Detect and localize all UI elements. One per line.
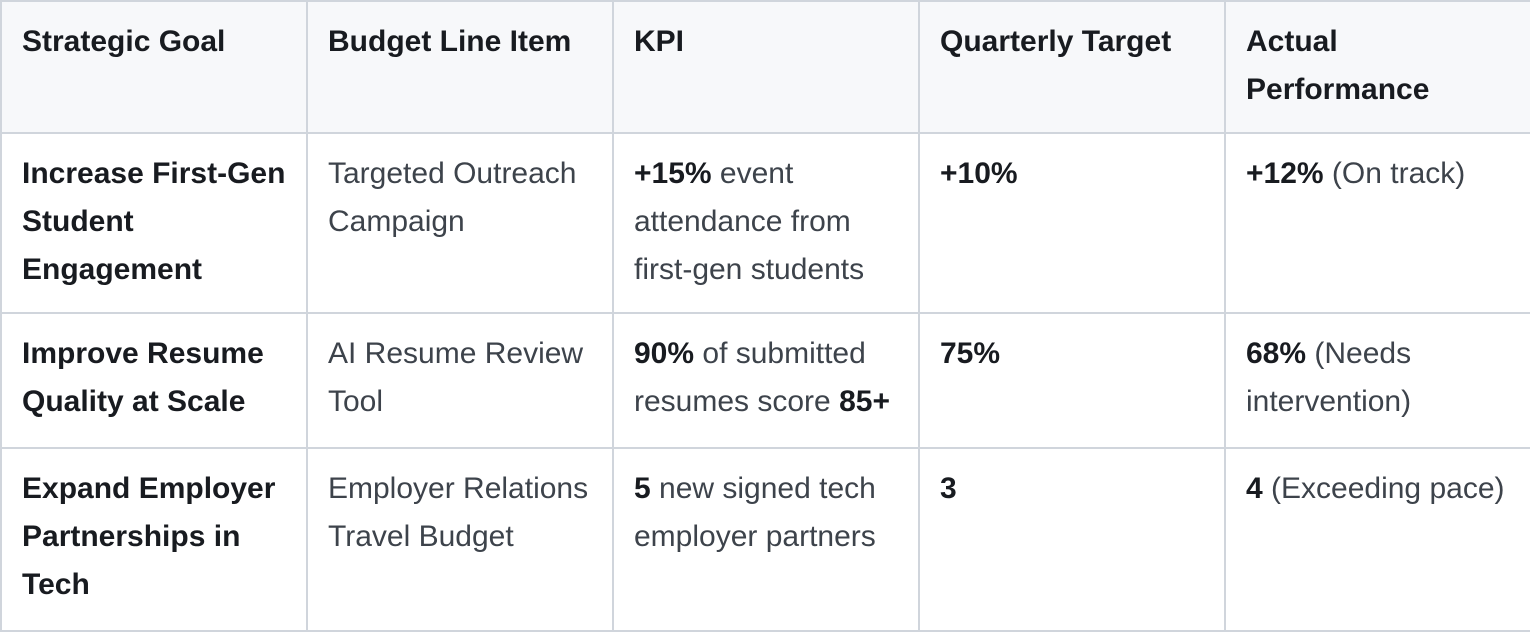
table-row: Improve Resume Quality at Scale AI Resume… (0, 312, 1530, 449)
table-header: Strategic Goal Budget Line Item KPI Quar… (0, 0, 1530, 134)
cell-text-segment: AI Resume Review Tool (328, 337, 584, 418)
cell-text-segment: new signed tech employer partners (634, 472, 876, 553)
column-header-actual-performance: Actual Performance (1224, 0, 1530, 134)
table-row: Increase First-Gen Student Engagement Tar… (0, 132, 1530, 314)
cell-actual-performance: 68% (Needs intervention) (1224, 312, 1530, 449)
cell-text-segment: 5 (634, 472, 651, 505)
cell-text-segment: Improve Resume Quality at Scale (22, 337, 264, 418)
cell-text-segment: 85+ (839, 385, 890, 418)
cell-actual-performance: 4 (Exceeding pace) (1224, 447, 1530, 632)
cell-text-segment: +12% (1246, 157, 1324, 190)
cell-text-segment: 4 (1246, 472, 1263, 505)
cell-text-segment: +15% (634, 157, 712, 190)
cell-text-segment: (Exceeding pace) (1262, 472, 1505, 505)
cell-text-segment: 75% (940, 337, 1001, 370)
cell-text-segment: Expand Employer Partnerships in Tech (22, 472, 276, 601)
column-header-strategic-goal: Strategic Goal (0, 0, 308, 134)
cell-strategic-goal: Increase First-Gen Student Engagement (0, 132, 308, 314)
table-row: Expand Employer Partnerships in Tech Empl… (0, 447, 1530, 632)
cell-budget-line-item: AI Resume Review Tool (306, 312, 614, 449)
cell-text-segment: (Needs intervention) (1246, 337, 1412, 418)
cell-text-segment: (On track) (1323, 157, 1466, 190)
cell-text-segment: +10% (940, 157, 1018, 190)
cell-kpi: 90% of submitted resumes score 85+ (612, 312, 920, 449)
cell-actual-performance: +12% (On track) (1224, 132, 1530, 314)
cell-strategic-goal: Expand Employer Partnerships in Tech (0, 447, 308, 632)
cell-quarterly-target: +10% (918, 132, 1226, 314)
cell-text-segment: Employer Relations Travel Budget (328, 472, 589, 553)
cell-text-segment: 3 (940, 472, 957, 505)
cell-quarterly-target: 3 (918, 447, 1226, 632)
column-header-budget-line-item: Budget Line Item (306, 0, 614, 134)
header-row: Strategic Goal Budget Line Item KPI Quar… (0, 0, 1530, 134)
table-body: Increase First-Gen Student Engagement Tar… (0, 132, 1530, 632)
cell-budget-line-item: Targeted Outreach Campaign (306, 132, 614, 314)
cell-kpi: 5 new signed tech employer partners (612, 447, 920, 632)
cell-strategic-goal: Improve Resume Quality at Scale (0, 312, 308, 449)
column-header-quarterly-target: Quarterly Target (918, 0, 1226, 134)
cell-budget-line-item: Employer Relations Travel Budget (306, 447, 614, 632)
cell-quarterly-target: 75% (918, 312, 1226, 449)
cell-text-segment: Targeted Outreach Campaign (328, 157, 577, 238)
cell-text-segment: Increase First-Gen Student Engagement (22, 157, 286, 286)
cell-text-segment: of submitted resumes score (634, 337, 866, 418)
cell-text-segment: event attendance from first-gen students (634, 157, 865, 286)
cell-text-segment: 68% (1246, 337, 1307, 370)
column-header-kpi: KPI (612, 0, 920, 134)
cell-kpi: +15% event attendance from first-gen stu… (612, 132, 920, 314)
cell-text-segment: 90% (634, 337, 695, 370)
